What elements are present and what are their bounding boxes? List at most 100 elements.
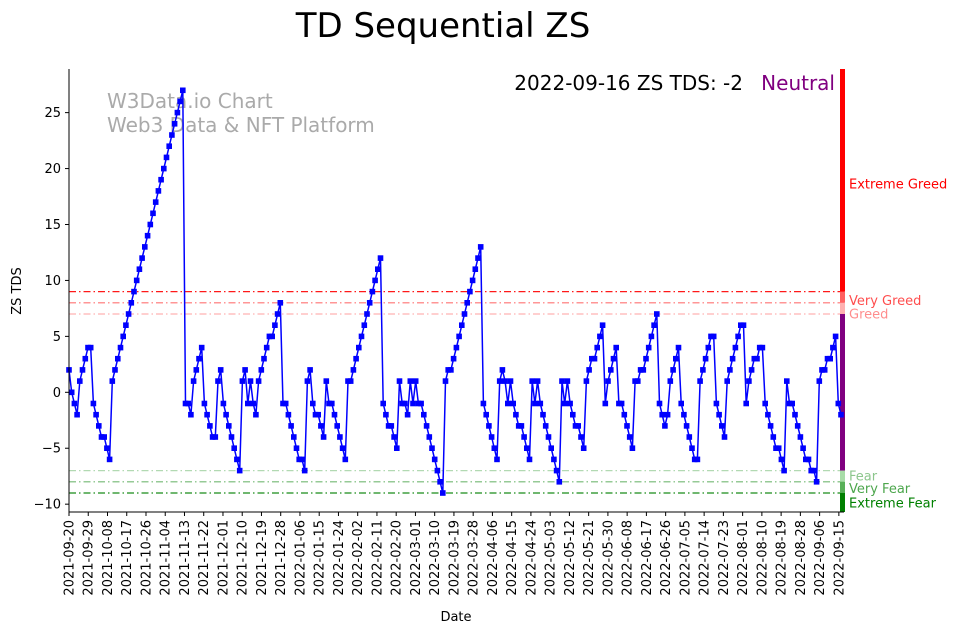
data-point-65: [242, 367, 248, 373]
x-tick-label-36: 2022-08-10: [755, 520, 770, 596]
data-point-234: [700, 367, 706, 373]
data-point-222: [667, 378, 674, 384]
data-point-262: [775, 445, 782, 451]
data-point-275: [811, 467, 817, 474]
data-point-2: [71, 400, 78, 407]
data-point-1: [68, 389, 75, 396]
data-point-173: [534, 378, 541, 384]
data-point-5: [79, 367, 86, 373]
data-point-33: [155, 188, 162, 194]
y-tick-label--10: −10: [34, 498, 61, 513]
data-point-279: [821, 367, 828, 373]
data-point-205: [621, 411, 628, 418]
data-point-28: [142, 244, 148, 250]
data-point-95: [323, 378, 330, 384]
data-point-206: [624, 423, 630, 429]
x-tick-label-27: 2022-05-21: [582, 520, 597, 596]
data-point-89: [307, 367, 313, 373]
data-point-192: [586, 367, 592, 373]
data-point-21: [123, 322, 129, 328]
data-point-152: [477, 244, 484, 250]
data-point-63: [236, 467, 243, 474]
data-point-208: [629, 445, 636, 451]
data-point-243: [724, 378, 730, 384]
data-point-54: [212, 434, 219, 440]
data-point-24: [131, 288, 137, 295]
latest-value-annotation: 2022-09-16 ZS TDS: -2: [514, 71, 743, 95]
data-point-49: [198, 344, 205, 351]
data-point-215: [648, 333, 655, 340]
data-point-165: [513, 411, 519, 418]
data-point-158: [494, 456, 500, 463]
data-point-90: [310, 400, 316, 407]
data-point-146: [461, 311, 468, 317]
data-point-113: [372, 277, 378, 284]
data-point-80: [282, 400, 289, 407]
data-point-179: [551, 456, 557, 463]
data-point-218: [656, 400, 663, 407]
data-point-44: [185, 400, 191, 407]
data-point-241: [719, 423, 725, 429]
data-point-10: [93, 411, 99, 418]
data-point-105: [350, 367, 357, 373]
data-point-13: [101, 434, 107, 440]
data-point-167: [518, 423, 525, 429]
data-point-4: [77, 378, 83, 384]
data-point-182: [559, 378, 565, 384]
data-point-134: [429, 445, 435, 451]
x-tick-label-8: 2021-12-01: [217, 520, 232, 596]
x-tick-label-31: 2022-06-26: [659, 520, 674, 596]
data-point-3: [74, 411, 80, 418]
data-point-189: [578, 434, 584, 440]
data-point-48: [196, 355, 202, 362]
data-point-271: [800, 445, 806, 451]
data-point-168: [521, 434, 527, 440]
data-point-171: [529, 378, 535, 384]
data-point-41: [177, 98, 183, 105]
data-point-207: [626, 434, 633, 440]
x-tick-label-20: 2022-03-19: [447, 520, 462, 596]
x-tick-label-30: 2022-06-17: [640, 520, 655, 596]
data-point-115: [377, 255, 384, 261]
data-point-124: [402, 400, 408, 407]
data-point-197: [599, 322, 606, 328]
data-point-225: [675, 344, 682, 351]
x-tick-label-13: 2022-01-15: [313, 520, 328, 596]
data-point-19: [117, 344, 124, 351]
x-tick-label-38: 2022-08-28: [794, 520, 809, 596]
data-point-194: [591, 355, 598, 362]
data-point-224: [673, 355, 679, 362]
x-tick-label-3: 2021-10-17: [120, 520, 135, 596]
data-point-212: [640, 367, 647, 373]
data-point-270: [797, 434, 804, 440]
data-point-174: [537, 400, 544, 407]
level-label-0: Extreme Greed: [849, 178, 947, 193]
x-tick-label-18: 2022-03-01: [409, 520, 424, 596]
data-point-252: [748, 367, 755, 373]
data-point-226: [678, 400, 684, 407]
level-label-2: Greed: [849, 307, 888, 322]
zone-segment-2: [840, 302, 845, 314]
x-tick-label-32: 2022-07-05: [678, 520, 693, 596]
data-point-23: [128, 300, 135, 306]
data-point-94: [320, 434, 327, 440]
data-point-78: [277, 300, 284, 306]
data-point-87: [301, 467, 308, 474]
data-point-25: [133, 277, 140, 284]
data-point-214: [645, 344, 652, 351]
data-point-172: [532, 400, 538, 407]
data-point-72: [261, 355, 267, 362]
axes: [68, 69, 844, 513]
data-point-138: [440, 490, 446, 496]
data-point-32: [152, 199, 159, 205]
x-axis-label: Date: [440, 610, 471, 625]
y-tick-label-20: 20: [44, 162, 61, 177]
level-label-5: Extreme Fear: [849, 497, 937, 512]
data-point-191: [583, 378, 590, 384]
data-point-110: [364, 311, 370, 317]
data-point-18: [115, 355, 121, 362]
x-tick-label-14: 2022-01-24: [332, 520, 347, 596]
data-point-210: [635, 378, 641, 384]
data-point-135: [431, 456, 438, 463]
data-point-195: [594, 344, 600, 351]
